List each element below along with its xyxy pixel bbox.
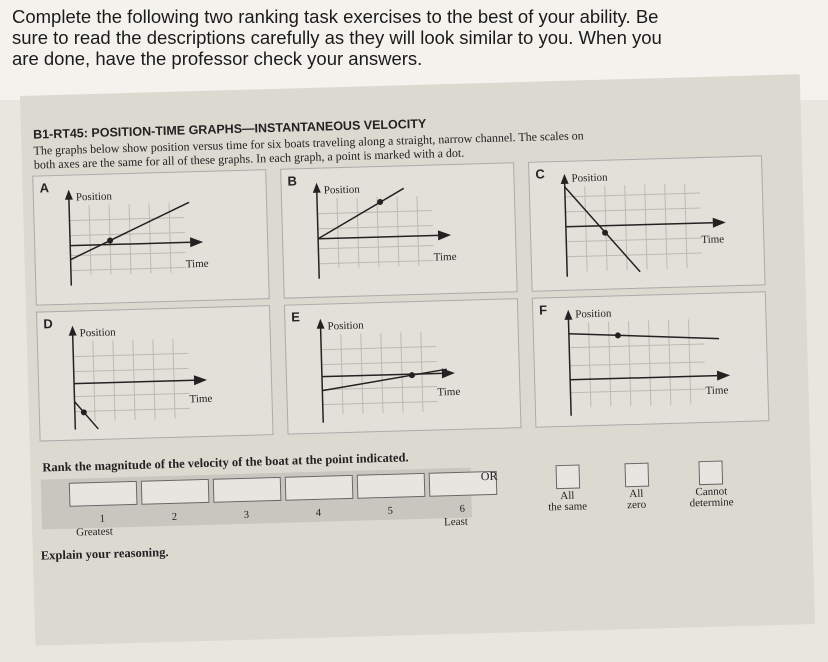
rank-number-1: 1 (99, 513, 106, 525)
time-axis-arrow (437, 230, 452, 241)
all-zero-label: All zero (611, 488, 662, 511)
grid (321, 331, 438, 415)
marked-point (377, 198, 384, 205)
position-line (73, 401, 99, 430)
position-axis-arrow (560, 173, 569, 184)
rank-box-4[interactable] (284, 474, 354, 501)
time-label: Time (189, 393, 212, 406)
position-axis-arrow (312, 182, 321, 193)
time-axis-arrow (441, 368, 455, 379)
position-line (70, 201, 190, 261)
position-axis-arrow (316, 318, 325, 329)
grid (73, 338, 190, 422)
graph-c-plot: Position Time (560, 172, 726, 277)
time-label: Time (437, 386, 460, 399)
graph-a: A Position Time (32, 169, 270, 306)
rank-box-5[interactable] (356, 472, 426, 499)
cannot-determine-checkbox[interactable] (698, 460, 724, 486)
graph-e-plot: Position Time (316, 318, 461, 423)
grid (569, 319, 706, 408)
position-axis-arrow (564, 309, 573, 320)
position-axis (68, 197, 73, 286)
all-zero-checkbox[interactable] (624, 462, 650, 488)
graph-f-plot: Position Time (564, 308, 731, 416)
marked-point (408, 372, 415, 379)
graph-f: F Position Time (531, 291, 770, 428)
position-line (322, 368, 447, 392)
graph-d: D Position Time (36, 305, 274, 442)
position-label: Position (79, 326, 116, 339)
cannot-determine-label-line-2: determine (689, 496, 734, 510)
least-label: Least (443, 515, 469, 529)
cannot-determine-label: Cannot determine (671, 485, 752, 510)
grid (69, 202, 186, 276)
instructions-line-3: are done, have the professor check your … (12, 48, 423, 69)
time-label: Time (701, 233, 724, 246)
position-label: Position (327, 319, 364, 332)
graph-b-plot: Position Time (312, 182, 457, 279)
time-axis (570, 374, 718, 381)
position-label: Position (575, 308, 612, 321)
instructions-text: Complete the following two ranking task … (12, 6, 822, 69)
all-same-label-line-2: the same (548, 500, 588, 514)
time-axis (318, 234, 439, 240)
rank-number-3: 3 (243, 509, 250, 521)
position-label: Position (76, 190, 113, 203)
time-label: Time (186, 258, 209, 271)
position-axis (316, 190, 320, 279)
rank-number-4: 4 (315, 507, 322, 519)
marked-point (614, 332, 621, 339)
position-axis-arrow (64, 189, 73, 200)
position-label: Position (324, 184, 361, 197)
grid (317, 195, 434, 269)
time-axis-arrow (193, 375, 207, 386)
position-line (317, 187, 405, 240)
worksheet-page: B1-RT45: POSITION-TIME GRAPHS—INSTANTANE… (20, 74, 828, 656)
time-axis-arrow (716, 370, 731, 381)
graph-e: E Position Time (283, 298, 522, 435)
position-axis (567, 317, 572, 416)
position-axis (71, 333, 77, 430)
marked-point (602, 229, 609, 236)
instructions-line-1: Complete the following two ranking task … (12, 6, 659, 27)
grid (565, 183, 702, 272)
time-axis-arrow (190, 237, 204, 248)
time-axis-arrow (712, 217, 726, 228)
position-label: Position (571, 172, 608, 185)
graph-b: B Position Time (280, 162, 518, 299)
position-line (564, 186, 641, 273)
greatest-label: Greatest (76, 525, 114, 539)
position-axis (563, 181, 569, 277)
time-label: Time (705, 384, 728, 397)
marked-point (107, 237, 114, 244)
time-axis (74, 379, 195, 385)
time-axis (565, 221, 713, 228)
position-axis-arrow (68, 325, 77, 336)
rank-number-2: 2 (171, 511, 178, 523)
position-axis (319, 326, 324, 423)
rank-box-3[interactable] (212, 476, 282, 503)
time-axis (70, 241, 191, 247)
graph-a-plot: Position Time (64, 189, 209, 286)
rank-number-6: 6 (459, 503, 466, 515)
marked-point (80, 409, 87, 416)
rank-number-5: 5 (387, 505, 394, 517)
rank-box-2[interactable] (140, 478, 210, 505)
rank-box-1[interactable] (68, 480, 138, 507)
all-same-checkbox[interactable] (555, 464, 581, 490)
or-label: OR (480, 468, 498, 484)
all-same-label: All the same (534, 490, 601, 514)
instructions-line-2: sure to read the descriptions carefully … (12, 27, 662, 48)
all-zero-label-line-2: zero (627, 498, 647, 512)
position-line (568, 333, 720, 340)
time-label: Time (434, 251, 457, 264)
graph-d-plot: Position Time (68, 325, 213, 430)
graph-c: C Position Time (528, 155, 766, 292)
